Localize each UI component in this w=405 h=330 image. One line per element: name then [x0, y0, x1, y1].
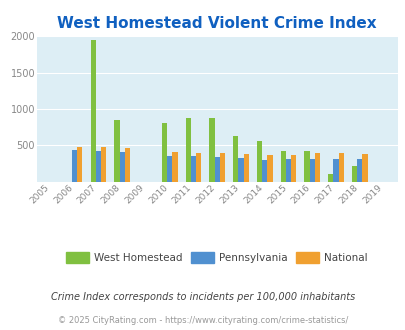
Bar — [214, 157, 219, 182]
Bar — [196, 153, 201, 182]
Bar — [232, 137, 238, 182]
Bar — [209, 118, 214, 182]
Bar — [309, 159, 314, 182]
Legend: West Homestead, Pennsylvania, National: West Homestead, Pennsylvania, National — [62, 248, 371, 267]
Bar — [162, 123, 166, 182]
Bar — [290, 155, 296, 182]
Bar — [72, 149, 77, 182]
Bar — [362, 153, 367, 182]
Bar — [96, 151, 101, 182]
Bar — [262, 160, 267, 182]
Bar — [190, 156, 196, 182]
Text: © 2025 CityRating.com - https://www.cityrating.com/crime-statistics/: © 2025 CityRating.com - https://www.city… — [58, 315, 347, 325]
Bar — [280, 151, 285, 182]
Bar — [119, 152, 124, 182]
Bar — [351, 166, 356, 182]
Bar — [243, 154, 248, 182]
Bar — [101, 147, 106, 182]
Bar — [114, 120, 119, 182]
Bar — [285, 159, 290, 182]
Bar — [124, 148, 130, 182]
Text: Crime Index corresponds to incidents per 100,000 inhabitants: Crime Index corresponds to incidents per… — [51, 292, 354, 302]
Bar — [172, 152, 177, 182]
Bar — [256, 141, 262, 182]
Bar — [338, 153, 343, 182]
Bar — [90, 40, 96, 182]
Bar — [238, 158, 243, 182]
Bar — [185, 118, 190, 182]
Title: West Homestead Violent Crime Index: West Homestead Violent Crime Index — [57, 16, 376, 31]
Bar — [304, 151, 309, 182]
Bar — [267, 155, 272, 182]
Bar — [333, 159, 338, 182]
Bar — [219, 153, 224, 182]
Bar — [327, 174, 333, 182]
Bar — [166, 156, 172, 182]
Bar — [77, 147, 82, 182]
Bar — [356, 159, 362, 182]
Bar — [314, 153, 320, 182]
